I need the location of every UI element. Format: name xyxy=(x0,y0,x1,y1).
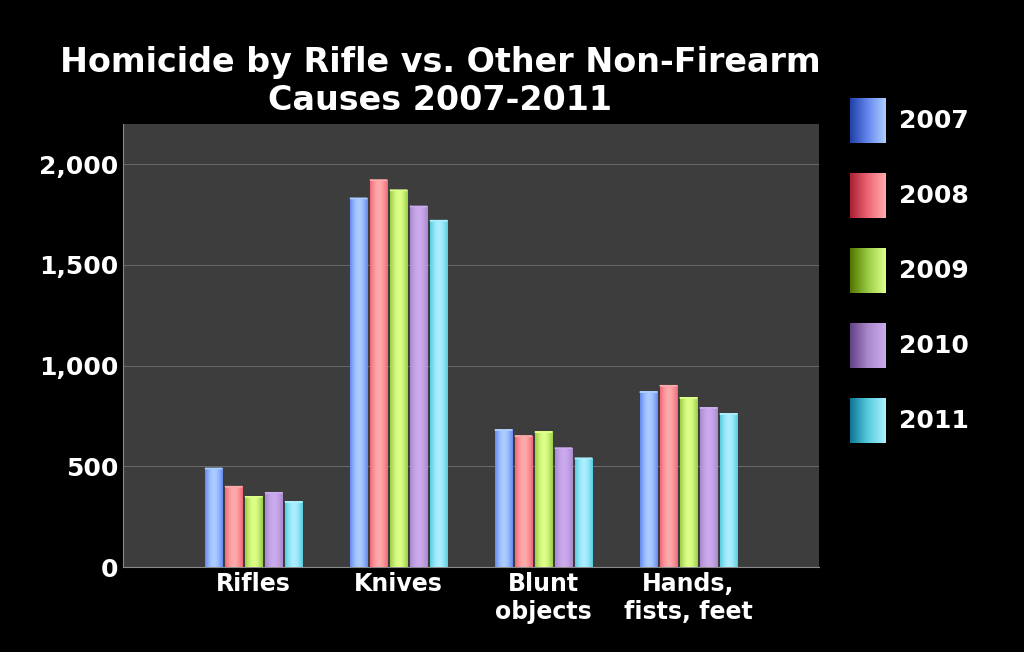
Text: 2011: 2011 xyxy=(899,409,969,432)
Text: 2010: 2010 xyxy=(899,334,969,357)
Text: 2009: 2009 xyxy=(899,259,969,282)
Text: 2007: 2007 xyxy=(899,109,969,132)
Text: Homicide by Rifle vs. Other Non-Firearm
Causes 2007-2011: Homicide by Rifle vs. Other Non-Firearm … xyxy=(60,46,820,117)
Text: 2008: 2008 xyxy=(899,184,969,207)
